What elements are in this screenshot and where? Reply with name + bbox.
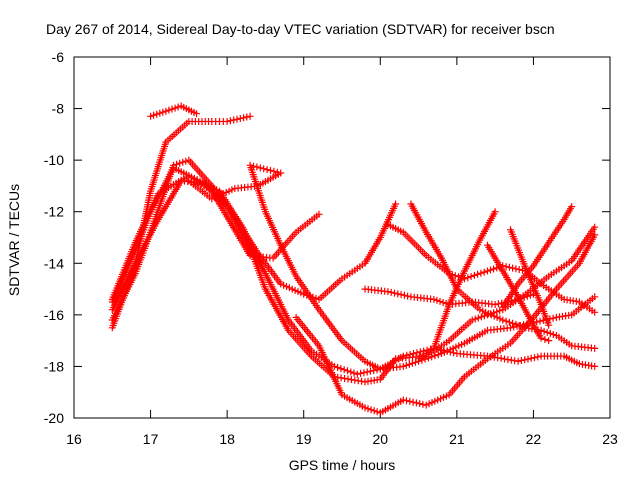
series-track-7: [185, 161, 599, 373]
x-tick-label: 16: [66, 431, 82, 447]
y-tick-label: -10: [44, 152, 64, 168]
y-tick-label: -16: [44, 307, 64, 323]
data-point-markers: [292, 231, 599, 417]
data-series: [108, 102, 599, 417]
plot-frame: [73, 56, 611, 419]
x-tick-label: 20: [372, 431, 388, 447]
y-tick-label: -12: [44, 204, 64, 220]
y-tick-label: -6: [52, 49, 65, 65]
data-point-markers: [108, 112, 254, 332]
series-track-8: [292, 231, 599, 417]
x-tick-label: 18: [219, 431, 235, 447]
y-tick-label: -20: [44, 410, 64, 426]
series-track-6: [147, 102, 200, 120]
data-point-markers: [147, 102, 200, 120]
y-tick-label: -8: [52, 101, 65, 117]
y-axis-title: SDTVAR / TECUs: [6, 184, 22, 296]
y-tick-label: -18: [44, 358, 64, 374]
axis-ticks: [73, 56, 611, 419]
series-track-15: [507, 226, 553, 329]
x-tick-label: 17: [143, 431, 159, 447]
series-track-5: [108, 112, 254, 332]
x-tick-label: 23: [602, 431, 618, 447]
axis-tick-labels: 16 17 18 19 20 21 22 23 -6 -8 -10 -12 -14 -16 -18 -20: [44, 49, 618, 447]
x-tick-label: 22: [526, 431, 542, 447]
x-tick-label: 21: [449, 431, 465, 447]
series-track-12: [415, 208, 499, 363]
x-tick-label: 19: [296, 431, 312, 447]
data-point-markers: [507, 226, 553, 329]
data-point-markers: [415, 208, 499, 363]
x-axis-title: GPS time / hours: [289, 457, 396, 473]
chart-title: Day 267 of 2014, Sidereal Day-to-day VTE…: [46, 21, 555, 37]
y-tick-label: -14: [44, 255, 64, 271]
data-point-markers: [185, 161, 599, 373]
